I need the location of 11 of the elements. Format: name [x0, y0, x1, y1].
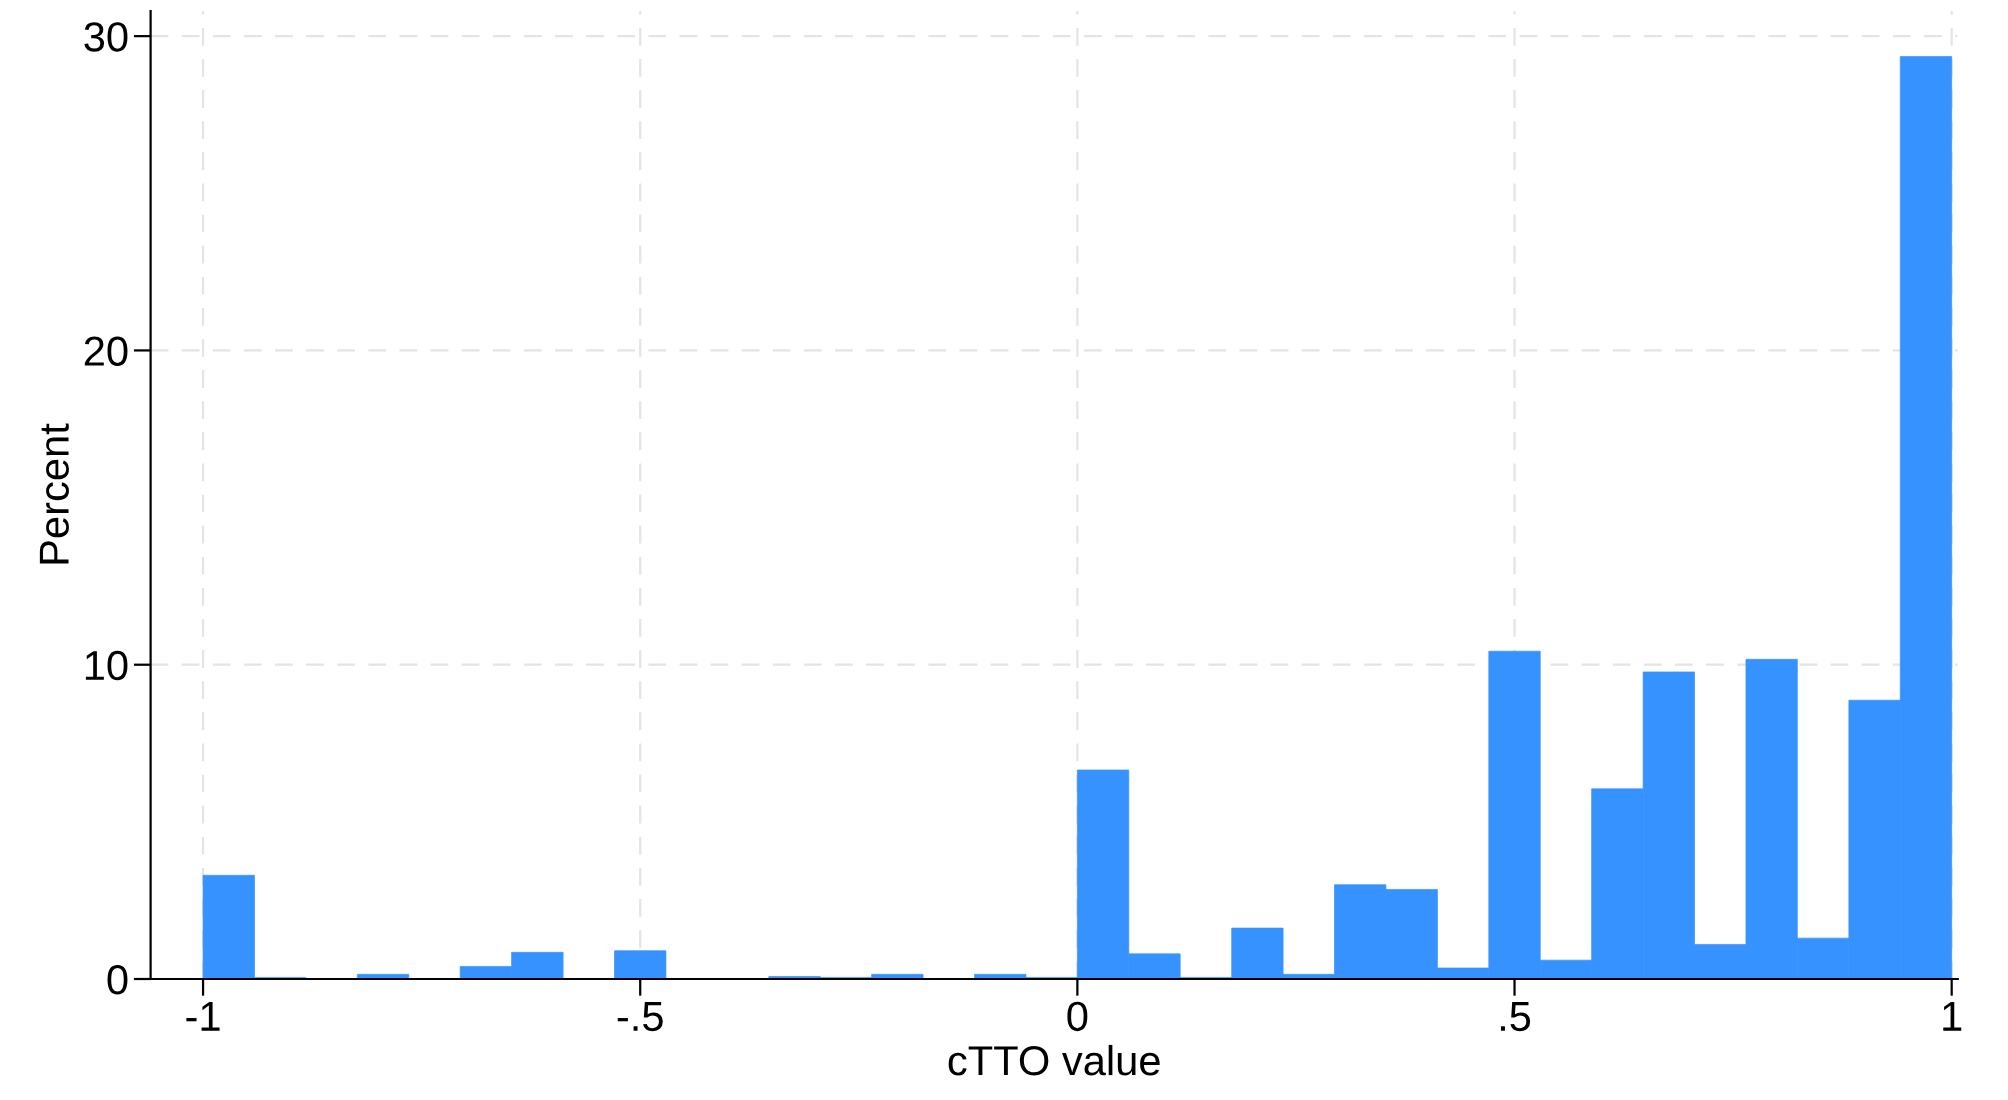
- y-tick-label: 0: [107, 965, 128, 995]
- x-tick-label: 0: [1067, 1001, 1088, 1032]
- y-tick-label: 10: [85, 650, 128, 681]
- y-tick-label: 20: [84, 336, 128, 366]
- x-tick-label: -.5: [617, 1002, 663, 1032]
- x-axis-title: cTTO value: [948, 1044, 1160, 1076]
- x-tick-label: 1: [1943, 1002, 1962, 1031]
- x-tick-label: .5: [1500, 1002, 1531, 1032]
- x-tick-label: -1: [186, 1002, 220, 1031]
- y-tick-label: 30: [84, 22, 128, 52]
- y-axis-title: Percent: [39, 423, 69, 564]
